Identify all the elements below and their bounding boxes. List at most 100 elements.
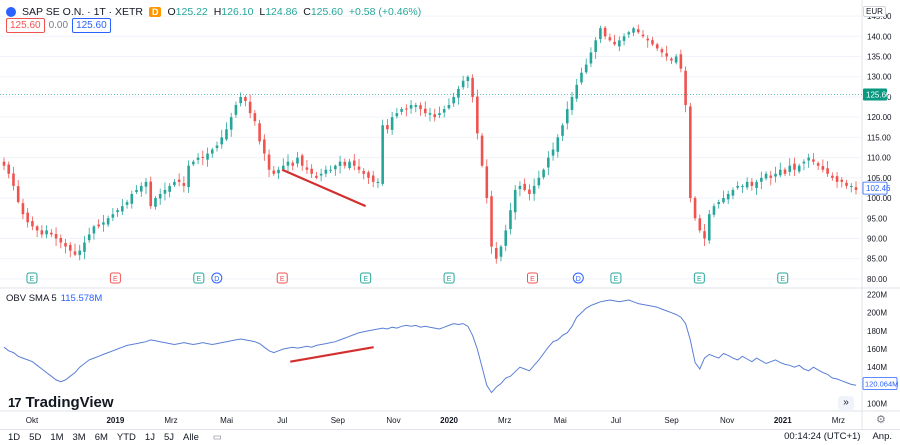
candle-body	[319, 173, 323, 176]
price-tick-label: 110.00	[867, 154, 891, 163]
candle-body	[168, 185, 171, 192]
candle-body	[215, 145, 219, 149]
candle-body	[641, 34, 645, 37]
event-marker-label: E	[614, 276, 619, 283]
candle-body	[386, 125, 389, 130]
candle-body	[272, 170, 276, 174]
scale-mode-button[interactable]: Anp.	[872, 431, 892, 442]
obv-legend: OBV SMA 5 115.578M	[6, 293, 102, 304]
candle-body	[608, 37, 612, 41]
candle-body	[54, 233, 58, 239]
candle-body	[12, 173, 15, 186]
candle-body	[769, 175, 773, 178]
candle-body	[173, 181, 176, 186]
candle-body	[163, 189, 167, 194]
candle-body	[196, 157, 200, 160]
gear-icon[interactable]: ⚙	[876, 414, 886, 426]
candle-body	[575, 84, 579, 99]
candle-body	[703, 231, 706, 239]
candle-body	[177, 179, 181, 182]
candle-body	[45, 230, 48, 235]
symbol-title[interactable]: SAP SE O.N. · 1T · XETR	[22, 6, 143, 18]
trend-lines	[281, 168, 374, 363]
time-tick-label: Sep	[331, 416, 346, 425]
candle-body	[532, 185, 536, 194]
tf-alle[interactable]: Alle	[183, 432, 199, 443]
obv-tick-label: 200M	[867, 309, 887, 318]
tf-1j[interactable]: 1J	[144, 432, 155, 443]
date-range-icon[interactable]: ▭	[212, 432, 222, 443]
earnings-marker	[777, 272, 789, 284]
candle-body	[670, 58, 673, 61]
last-price-label-bg	[863, 88, 887, 101]
price-tick-label: 90.00	[867, 234, 888, 243]
tf-5j[interactable]: 5J	[163, 432, 175, 443]
price-tick-label: 85.00	[867, 255, 888, 264]
earnings-marker	[360, 272, 372, 284]
candle-body	[646, 38, 650, 41]
bid-ask-box: 125.60 0.00 125.60	[6, 18, 111, 33]
bid-price[interactable]: 125.60	[6, 18, 45, 33]
candle-body	[764, 173, 768, 179]
obv-tick-label: 140M	[867, 363, 887, 372]
candle-body	[849, 185, 853, 187]
price-tick-label: 80.00	[867, 275, 888, 284]
candle-body	[286, 161, 290, 166]
candle-body	[182, 183, 186, 186]
ask-price[interactable]: 125.60	[72, 18, 111, 33]
tradingview-logo[interactable]: 17 TradingView	[8, 394, 114, 411]
candle-body	[513, 189, 517, 213]
obv-tick-label: 160M	[867, 345, 887, 354]
candle-body	[111, 214, 115, 218]
tf-1m[interactable]: 1M	[50, 432, 64, 443]
candle-body	[357, 166, 361, 170]
tf-5d[interactable]: 5D	[29, 432, 42, 443]
tf-3m[interactable]: 3M	[72, 432, 86, 443]
candle-body	[707, 214, 711, 241]
earnings-marker	[276, 272, 288, 284]
event-marker-label: E	[697, 276, 702, 283]
candle-body	[684, 70, 687, 106]
candle-body	[229, 117, 233, 130]
candle-body	[618, 40, 621, 47]
candle-body	[452, 96, 455, 104]
tf-1d[interactable]: 1D	[8, 432, 21, 443]
candle-body	[831, 175, 834, 178]
candle-body	[116, 210, 119, 213]
candle-body	[712, 206, 716, 215]
earnings-marker	[109, 272, 121, 284]
candle-body	[736, 185, 739, 188]
candle-body	[826, 168, 829, 174]
tf-ytd[interactable]: YTD	[116, 432, 136, 443]
candle-body	[750, 181, 754, 186]
secondary-price-label: 102.46	[866, 184, 891, 193]
candle-body	[599, 28, 602, 40]
candle-body	[679, 54, 683, 69]
currency-label[interactable]: EUR	[863, 6, 886, 17]
delayed-badge: D	[148, 7, 162, 17]
scroll-to-end-button[interactable]: »	[838, 396, 854, 410]
candle-body	[2, 161, 6, 166]
candle-body	[689, 106, 692, 199]
candle-body	[234, 105, 238, 115]
candle-body	[64, 243, 67, 247]
time-tick-label: Jul	[611, 416, 621, 425]
candle-body	[565, 109, 569, 124]
time-tick-label: Sep	[664, 416, 679, 425]
time-tick-label: 2019	[106, 416, 124, 425]
candle-body	[248, 101, 252, 114]
candle-body	[584, 64, 588, 73]
tf-6m[interactable]: 6M	[94, 432, 108, 443]
event-marker-label: D	[576, 276, 581, 283]
price-tick-label: 130.00	[867, 73, 892, 82]
event-marker-label: E	[113, 276, 118, 283]
candle-body	[154, 198, 157, 207]
dividend-marker	[211, 272, 223, 284]
candle-body	[807, 157, 810, 161]
brand-name: TradingView	[25, 394, 114, 411]
candle-body	[551, 149, 555, 156]
candle-body	[40, 230, 44, 235]
candle-body	[755, 181, 758, 189]
candle-body	[537, 177, 541, 186]
